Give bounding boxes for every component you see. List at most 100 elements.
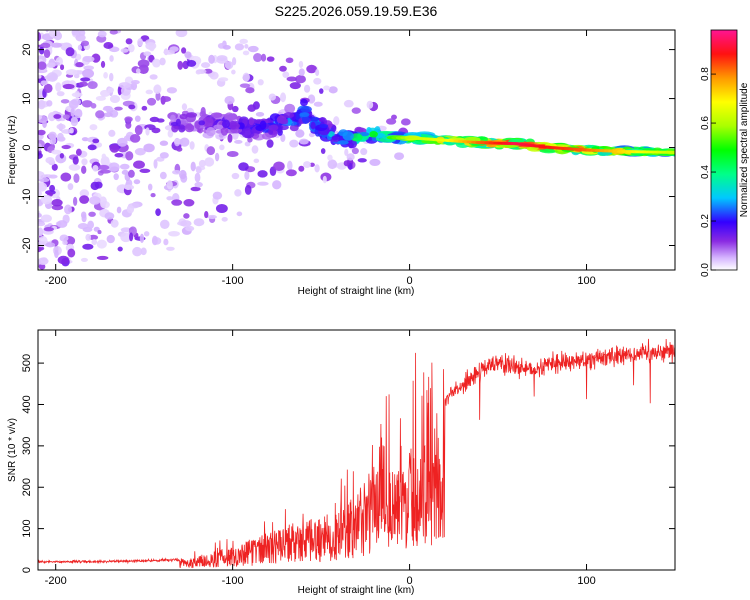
spectrogram-noise-blob	[196, 167, 202, 174]
spectrogram-noise-blob	[95, 110, 104, 118]
spectrogram-noise-blob	[98, 31, 107, 38]
spectrogram-noise-blob	[45, 242, 55, 247]
spectrogram-noise-blob	[234, 140, 242, 144]
spectrogram-noise-blob	[386, 118, 396, 124]
spectrogram-noise-blob	[152, 59, 161, 68]
spectrogram-noise-blob	[328, 159, 338, 169]
spectrogram-noise-blob	[266, 139, 273, 148]
spectrogram-ridge-blob	[170, 115, 176, 123]
spectrogram-noise-blob	[139, 169, 150, 173]
spectrogram-noise-blob	[160, 220, 170, 229]
spectrogram-noise-blob	[35, 115, 42, 120]
spectrogram-noise-blob	[101, 61, 105, 68]
spectrogram-noise-blob	[181, 47, 186, 53]
spectrogram-noise-blob	[186, 60, 196, 67]
spectrogram-noise-blob	[227, 151, 239, 157]
spectrogram-noise-blob	[53, 114, 61, 119]
snr-xlabel: Height of straight line (km)	[298, 585, 415, 596]
spectrogram-noise-blob	[160, 141, 168, 146]
spectrogram-noise-blob	[134, 179, 141, 184]
spectrogram-noise-blob	[150, 74, 158, 79]
spectrogram-ridge-blob	[198, 120, 205, 125]
spectrogram-noise-blob	[244, 44, 248, 49]
spectrogram-noise-blob	[41, 215, 52, 223]
spectrogram-noise-blob	[63, 84, 75, 89]
snr-ytick-label: 100	[21, 519, 33, 537]
colorbar: 0.00.20.40.60.8 Normalized spectral ampl…	[700, 30, 750, 277]
spectrogram-noise-blob	[102, 154, 106, 159]
spectrogram-noise-blob	[167, 180, 173, 189]
spectrogram-noise-blob	[145, 42, 156, 50]
spectrogram-noise-blob	[253, 53, 262, 62]
spectrogram-noise-blob	[113, 173, 118, 180]
spectrogram-noise-blob	[66, 47, 75, 56]
spectrogram-noise-blob	[135, 125, 143, 135]
spectrogram-ridge-blob	[301, 106, 312, 113]
spectrogram-noise-blob	[91, 239, 97, 245]
spectrogram-noise-blob	[239, 39, 248, 44]
spectrogram-noise-blob	[91, 103, 97, 109]
spectrogram-noise-blob	[299, 139, 309, 145]
spectrogram-noise-blob	[49, 175, 58, 179]
spectrogram-noise-blob	[287, 77, 297, 82]
spectrogram-noise-blob	[97, 256, 109, 260]
spectrogram-noise-blob	[64, 205, 72, 215]
spectrogram-noise-blob	[224, 96, 234, 105]
spectrogram-ridge-blob	[280, 118, 289, 124]
figure: S225.2026.059.19.59.E36 -200 -100 0 100-20-…	[0, 0, 750, 600]
spectrogram-noise-blob	[323, 85, 330, 90]
spectrogram-noise-blob	[103, 42, 113, 49]
spectrogram-ridge-blob	[369, 131, 378, 138]
spectrogram-noise-blob	[247, 104, 256, 112]
spectrogram-noise-blob	[91, 22, 96, 27]
spectrogram-noise-blob	[352, 107, 361, 113]
colorbar-tick-label: 0.8	[700, 67, 711, 81]
spectrogram-ridge-blob	[283, 112, 294, 118]
spectrogram-noise-blob	[48, 15, 55, 25]
spectrogram-noise-blob	[344, 100, 354, 107]
spectrogram-noise-blob	[103, 107, 114, 111]
spectrogram-noise-blob	[344, 160, 350, 166]
spectrogram-noise-blob	[327, 155, 332, 161]
spectrogram-xlabel: Height of straight line (km)	[298, 286, 415, 297]
spectrogram-noise-blob	[44, 49, 50, 58]
spectrogram-noise-blob	[51, 150, 61, 155]
spectrogram-noise-blob	[180, 220, 191, 227]
spectrogram-noise-blob	[87, 81, 97, 89]
spectrogram-noise-blob	[114, 153, 123, 157]
spectrogram-noise-blob	[163, 239, 168, 246]
spectrogram-noise-blob	[313, 78, 321, 85]
colorbar-label: Normalized spectral amplitude	[739, 82, 750, 217]
snr-ylabel: SNR (10 * v/v)	[7, 418, 18, 482]
spectrogram-noise-blob	[159, 58, 165, 66]
spectrogram-ridge-blob	[268, 125, 278, 131]
spectrogram-noise-blob	[234, 189, 241, 196]
spectrogram-noise-blob	[37, 258, 48, 265]
spectrogram-noise-blob	[219, 144, 224, 150]
spectrogram-noise-blob	[207, 146, 215, 155]
spectrogram-noise-blob	[167, 87, 177, 93]
spectrogram-noise-blob	[358, 158, 367, 162]
spectrogram-noise-blob	[146, 90, 153, 95]
spectrogram-noise-blob	[319, 88, 323, 94]
spectrogram-noise-blob	[52, 24, 60, 28]
spectrogram-noise-blob	[37, 13, 42, 18]
spectrogram-noise-blob	[106, 19, 116, 29]
spectrogram-ridge-blob	[332, 135, 339, 140]
spectrogram-noise-blob	[279, 66, 287, 72]
spectrogram-noise-blob	[244, 171, 249, 180]
spectrogram-noise-blob	[314, 164, 319, 172]
spectrogram-noise-blob	[235, 43, 244, 50]
spectrogram-noise-blob	[35, 19, 45, 27]
spectrogram-noise-blob	[254, 159, 260, 163]
spectrogram-noise-blob	[98, 165, 109, 170]
spectrogram-noise-blob	[118, 247, 123, 252]
spectrogram-noise-blob	[182, 103, 187, 110]
spectrogram-noise-blob	[127, 205, 134, 214]
spectrogram-noise-blob	[183, 199, 194, 206]
spectrogram-noise-blob	[73, 173, 79, 183]
spectrogram-noise-blob	[81, 258, 88, 262]
colorbar-gradient	[711, 30, 737, 270]
snr-panel: -200 -100 0 1000100200300400500 Height of s…	[7, 330, 675, 596]
spectrogram-noise-blob	[85, 234, 91, 241]
